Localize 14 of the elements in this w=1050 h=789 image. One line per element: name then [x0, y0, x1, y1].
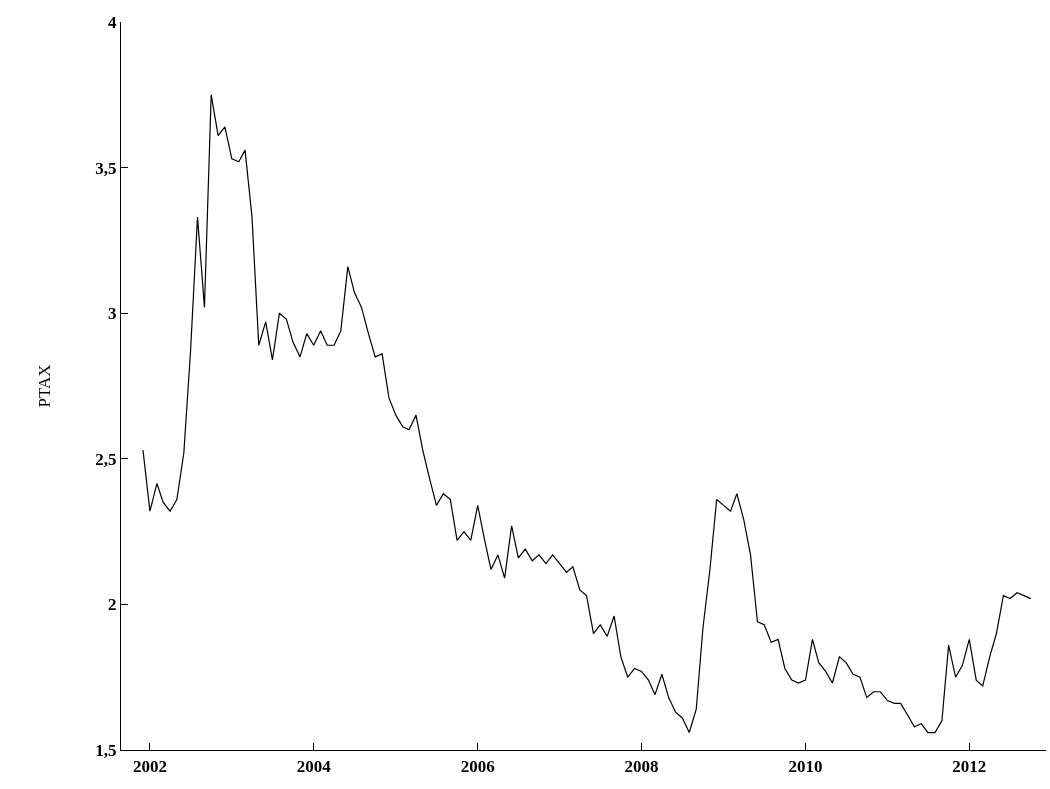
x-tick-label: 2004	[296, 756, 332, 776]
x-tick-label: 2012	[952, 756, 987, 776]
y-tick-label: 4	[108, 12, 117, 32]
y-tick-label: 3	[108, 304, 117, 324]
x-tick-label: 2008	[624, 756, 659, 776]
line-series	[142, 94, 1032, 734]
x-tick-label: 2006	[460, 756, 495, 776]
y-tick-label: 2	[108, 595, 117, 615]
y-tick-label: 3,5	[95, 158, 117, 178]
x-tick-label: 2010	[788, 756, 823, 776]
x-tick-label: 2002	[132, 756, 167, 776]
y-axis-title: PTAX	[34, 364, 54, 408]
y-tick-label: 1,5	[95, 740, 117, 760]
y-tick-label: 2,5	[95, 449, 117, 469]
